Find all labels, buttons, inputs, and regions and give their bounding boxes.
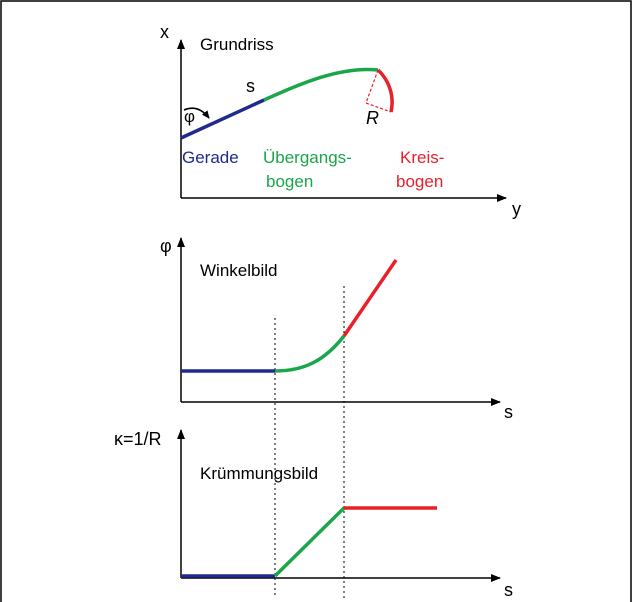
winkel-uebergang <box>274 334 346 373</box>
uebergang-label-line1: Übergangs- <box>263 148 352 167</box>
winkel-title: Winkelbild <box>200 261 277 280</box>
uebergang-segment <box>263 67 379 102</box>
winkel-y-axis-label: φ <box>160 236 172 256</box>
winkel-x-axis-label: s <box>504 402 513 422</box>
gerade-segment <box>180 98 265 140</box>
kruemmung-title: Krümmungsbild <box>200 464 318 483</box>
kruemmung-x-axis-label: s <box>504 580 513 600</box>
grundriss-title: Grundriss <box>200 35 274 54</box>
winkelbild-panel: φ s Winkelbild <box>160 236 513 598</box>
radius-dash-2 <box>365 102 392 113</box>
r-label: R <box>366 108 379 128</box>
kruemmung-y-axis-label: κ=1/R <box>114 429 162 449</box>
s-label: s <box>246 76 255 96</box>
phi-label: φ <box>184 107 195 126</box>
kreis-label-line1: Kreis- <box>400 148 444 167</box>
kreis-segment <box>376 68 394 113</box>
gerade-label: Gerade <box>182 148 239 167</box>
uebergang-label-line2: bogen <box>266 172 313 191</box>
grundriss-panel: x y Grundriss φ s R Gerade Übergangs- bo… <box>160 22 521 219</box>
winkel-kreis <box>342 259 398 337</box>
kruemmung-uebergang <box>273 506 346 578</box>
phi-angle-arrow <box>183 107 210 119</box>
grundriss-x-axis-label: x <box>160 22 169 42</box>
radius-dash-1 <box>365 69 379 104</box>
grundriss-y-axis-label: y <box>512 199 521 219</box>
kruemmungsbild-panel: κ=1/R s Krümmungsbild <box>114 429 513 600</box>
kreis-label-line2: bogen <box>396 172 443 191</box>
